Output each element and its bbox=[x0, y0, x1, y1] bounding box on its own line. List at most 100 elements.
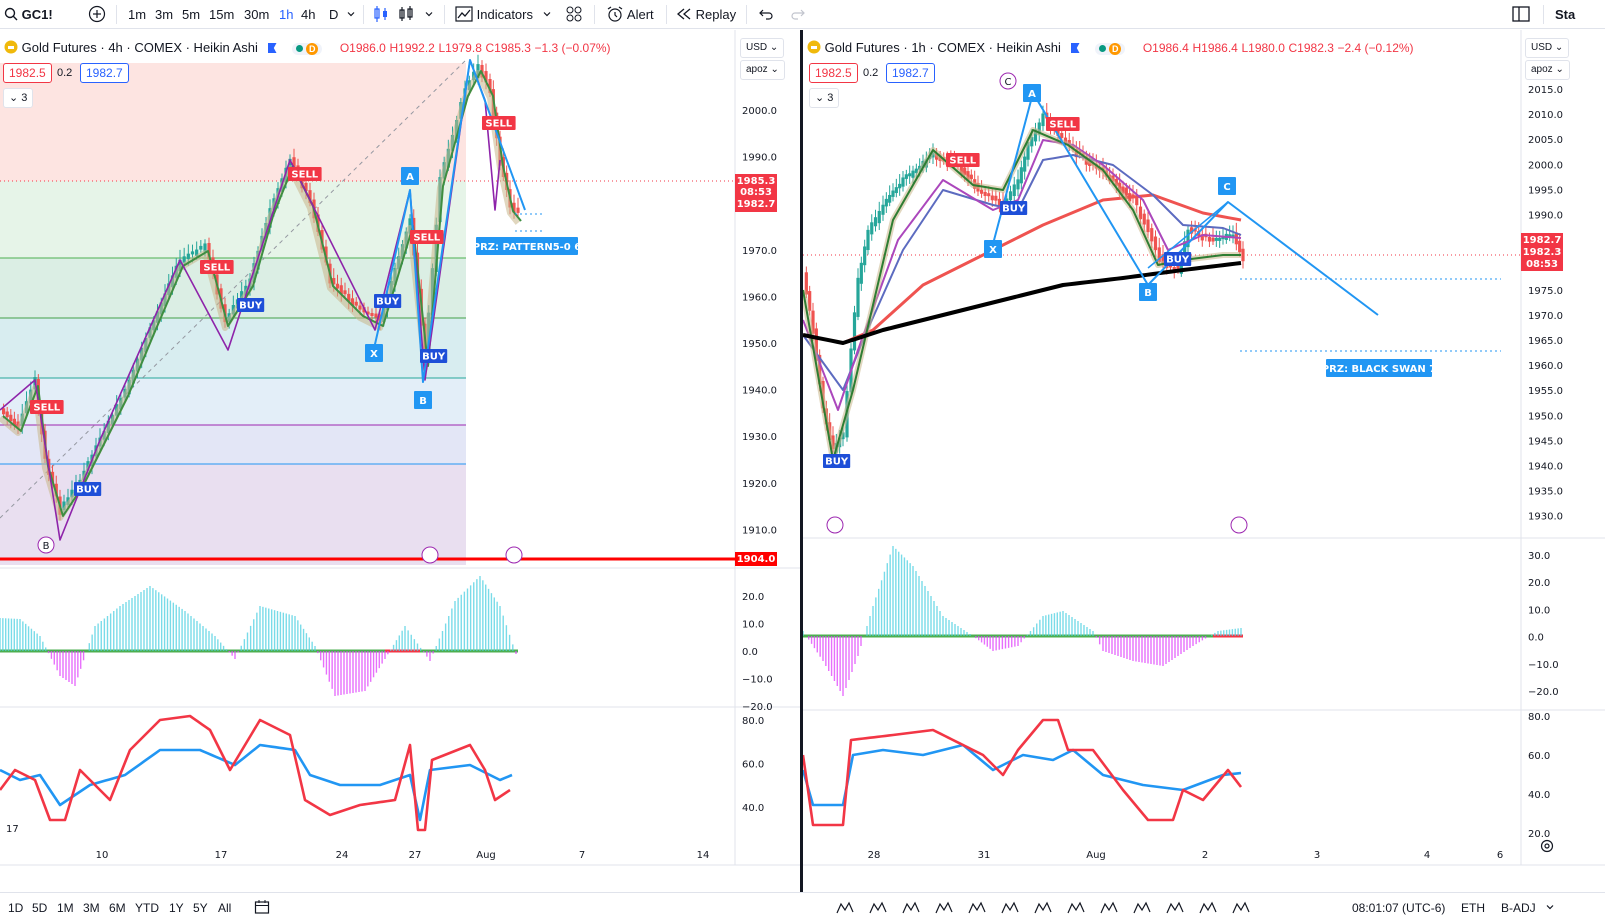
horizontal-line-icon[interactable] bbox=[968, 900, 986, 916]
chart-type-dropdown[interactable] bbox=[424, 0, 434, 29]
left-chart-pane[interactable]: 2000.01990.01980.01970.01960.01950.01940… bbox=[0, 30, 800, 891]
range-1m[interactable]: 1M bbox=[57, 901, 74, 915]
alert-button[interactable]: Alert bbox=[606, 0, 654, 29]
right-scale-mode-button[interactable]: apoz ⌄ bbox=[1525, 60, 1570, 80]
interval-1m[interactable]: 1m bbox=[128, 7, 147, 22]
interval-1h[interactable]: 1h bbox=[279, 7, 294, 22]
range-3m[interactable]: 3M bbox=[83, 901, 100, 915]
left-price-tick: 1950.0 bbox=[742, 339, 777, 350]
right-candle bbox=[884, 198, 888, 207]
left-time-tick: 17 bbox=[215, 850, 228, 861]
right-candle bbox=[1218, 237, 1222, 241]
interval-dropdown[interactable] bbox=[346, 0, 356, 29]
undo-button[interactable] bbox=[758, 0, 774, 29]
settings-icon[interactable] bbox=[1540, 839, 1554, 856]
right-osc-tick: −20.0 bbox=[1528, 687, 1559, 698]
compare-symbol-button[interactable] bbox=[88, 0, 106, 29]
left-candle bbox=[70, 489, 74, 498]
left-chart-title[interactable]: Gold Futures · 4h · COMEX · Heikin Ashi bbox=[21, 40, 258, 55]
left-indicators-toggle[interactable]: ⌄ 3 bbox=[3, 88, 34, 108]
interval-3m[interactable]: 3m bbox=[155, 7, 174, 22]
indicators-dropdown[interactable] bbox=[542, 0, 552, 29]
interval-4h[interactable]: 4h bbox=[301, 7, 316, 22]
pattern-abcd-icon[interactable] bbox=[902, 900, 920, 916]
right-candle bbox=[997, 198, 1002, 206]
left-candle bbox=[199, 245, 203, 250]
ray-line-icon[interactable] bbox=[1067, 900, 1085, 916]
trend-line-icon[interactable] bbox=[1001, 900, 1019, 916]
right-event-icon bbox=[826, 516, 844, 534]
fib-zone bbox=[0, 181, 466, 258]
left-price-tick: 1960.0 bbox=[742, 292, 777, 303]
left-osc-tick: 0.0 bbox=[742, 647, 758, 658]
interval-d[interactable]: D bbox=[329, 7, 339, 22]
brush-icon[interactable] bbox=[1232, 900, 1250, 916]
adjustment-toggle[interactable]: B-ADJ bbox=[1501, 901, 1536, 915]
right-candle bbox=[1214, 237, 1218, 241]
range-5d[interactable]: 5D bbox=[32, 901, 48, 915]
right-osc-tick: −10.0 bbox=[1528, 660, 1559, 671]
pattern-xabcd-icon[interactable] bbox=[869, 900, 887, 916]
right-ohlc-low: L1980.0 bbox=[1241, 41, 1285, 55]
triangle-pattern-icon[interactable] bbox=[1166, 900, 1184, 916]
right-chart-pane[interactable]: 2015.02010.02005.02000.01995.01990.01985… bbox=[803, 30, 1605, 891]
right-last-price: 1982.7 bbox=[1523, 235, 1562, 246]
range-6m[interactable]: 6M bbox=[109, 901, 126, 915]
left-sell-price-box[interactable]: 1982.5 bbox=[3, 63, 52, 83]
left-currency-button[interactable]: USD ⌄ bbox=[740, 38, 785, 58]
right-currency-button[interactable]: USD ⌄ bbox=[1525, 38, 1570, 58]
left-chart-canvas[interactable]: 2000.01990.01980.01970.01960.01950.01940… bbox=[0, 30, 800, 891]
left-last-price-badge bbox=[735, 174, 777, 212]
symbol-search-button[interactable]: GC1! bbox=[4, 0, 53, 29]
right-chart-title[interactable]: Gold Futures · 1h · COMEX · Heikin Ashi bbox=[824, 40, 1061, 55]
range-5y[interactable]: 5Y bbox=[193, 901, 208, 915]
left-buy-price-box[interactable]: 1982.7 bbox=[80, 63, 129, 83]
right-time-tick: 2 bbox=[1202, 850, 1208, 861]
templates-button[interactable] bbox=[566, 0, 582, 29]
range-1d[interactable]: 1D bbox=[8, 901, 24, 915]
chevron-down-icon bbox=[424, 0, 434, 29]
range-1y[interactable]: 1Y bbox=[169, 901, 184, 915]
range-ytd[interactable]: YTD bbox=[135, 901, 159, 915]
position-icon[interactable] bbox=[1199, 900, 1217, 916]
right-wave-label-c bbox=[999, 72, 1017, 90]
left-candle bbox=[358, 305, 362, 310]
right-candle bbox=[1037, 122, 1041, 135]
gold-coin-icon bbox=[807, 40, 821, 55]
left-price-tick: 1970.0 bbox=[742, 246, 777, 257]
drag-handle-icon[interactable] bbox=[836, 900, 854, 916]
left-candle bbox=[354, 301, 358, 306]
head-shoulders-icon[interactable] bbox=[1100, 900, 1118, 916]
fib-tool-icon[interactable] bbox=[935, 900, 953, 916]
sell-signal-label: SELL bbox=[413, 233, 440, 244]
date-range-button[interactable] bbox=[254, 893, 270, 923]
layout-button[interactable] bbox=[1512, 0, 1530, 29]
session-toggle[interactable]: ETH bbox=[1461, 901, 1485, 915]
interval-30m[interactable]: 30m bbox=[244, 7, 270, 22]
cycle-icon[interactable] bbox=[1133, 900, 1151, 916]
sell-signal bbox=[288, 167, 322, 181]
range-all[interactable]: All bbox=[218, 901, 232, 915]
chart-type-button[interactable] bbox=[398, 0, 414, 29]
right-chart-canvas[interactable]: 2015.02010.02005.02000.01995.01990.01985… bbox=[803, 30, 1605, 891]
right-indicators-toggle[interactable]: ⌄ 3 bbox=[809, 88, 840, 108]
right-candle bbox=[1056, 128, 1060, 136]
right-point-b bbox=[1139, 283, 1157, 301]
right-buy-price-box[interactable]: 1982.7 bbox=[886, 63, 935, 83]
clock[interactable]: 08:01:07 (UTC-6) bbox=[1352, 901, 1446, 915]
right-sell-price-box[interactable]: 1982.5 bbox=[809, 63, 858, 83]
bar-style-button[interactable] bbox=[373, 0, 389, 29]
indicators-button[interactable]: Indicators bbox=[455, 0, 533, 29]
right-osc-tick: 30.0 bbox=[1528, 551, 1550, 562]
vertical-lines-icon[interactable] bbox=[1034, 900, 1052, 916]
interval-15m[interactable]: 15m bbox=[209, 7, 235, 22]
redo-button[interactable] bbox=[790, 0, 806, 29]
interval-5m[interactable]: 5m bbox=[182, 7, 201, 22]
more-button[interactable] bbox=[1545, 893, 1555, 923]
left-scale-mode-button[interactable]: apoz ⌄ bbox=[740, 60, 785, 80]
left-pattern-line bbox=[372, 59, 526, 383]
publish-button[interactable]: Sta bbox=[1555, 7, 1576, 22]
left-time-tick: 27 bbox=[409, 850, 422, 861]
replay-button[interactable]: Replay bbox=[676, 0, 736, 29]
pane-divider[interactable] bbox=[800, 30, 803, 892]
